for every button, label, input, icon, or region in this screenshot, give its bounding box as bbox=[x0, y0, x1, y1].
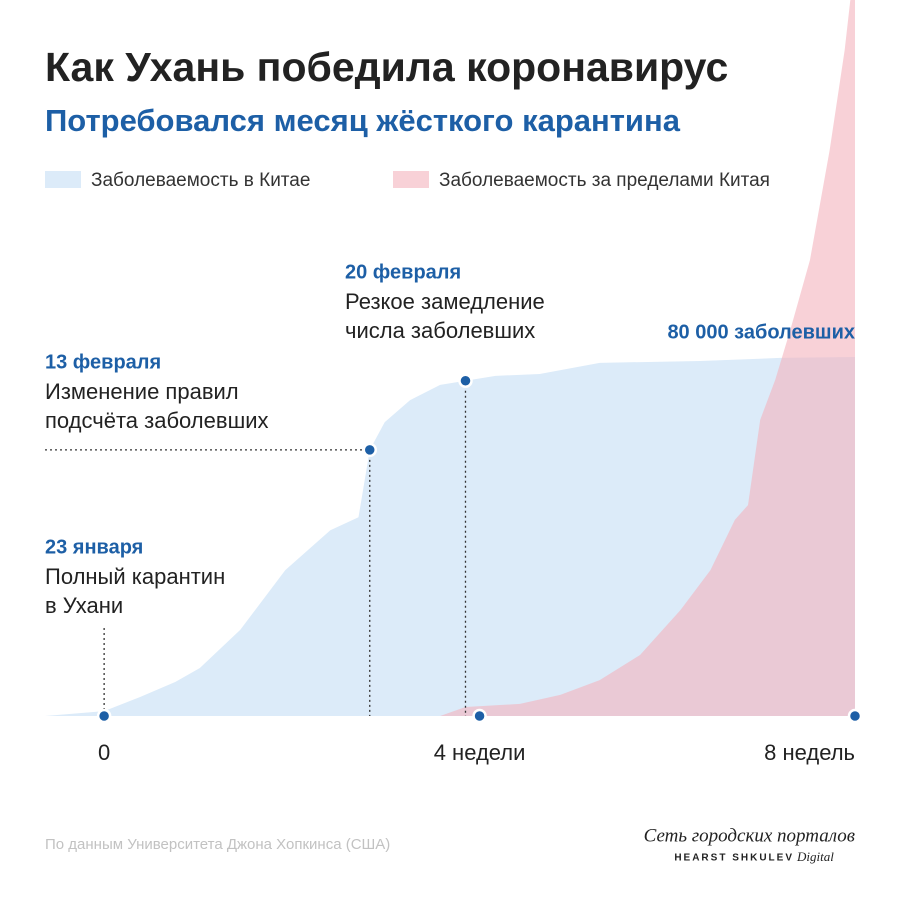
x-tick-label: 4 недели bbox=[434, 740, 526, 765]
legend-label: Заболеваемость в Китае bbox=[91, 170, 310, 191]
tick-dot bbox=[472, 708, 487, 724]
brand-suffix: Digital bbox=[796, 849, 834, 864]
annotation-point bbox=[362, 442, 378, 458]
x-tick-label: 0 bbox=[98, 740, 110, 765]
legend-label: Заболеваемость за пределами Китая bbox=[439, 170, 770, 191]
brand-company: HEARST SHKULEV bbox=[674, 853, 794, 864]
legend-swatch bbox=[393, 171, 429, 188]
annotation-date: 23 января bbox=[45, 536, 143, 558]
chart-title: Как Ухань победила коронавирус bbox=[45, 44, 728, 90]
annotation-text: Резкое замедление bbox=[345, 289, 545, 314]
annotation-date: 20 февраля bbox=[345, 261, 461, 283]
area bbox=[440, 0, 855, 716]
annotation-text: подсчёта заболевших bbox=[45, 408, 269, 433]
brand-name: Сеть городских порталов bbox=[644, 825, 855, 846]
annotation-point bbox=[458, 373, 473, 389]
x-tick-label: 8 недель bbox=[764, 740, 855, 765]
tick-dot bbox=[847, 708, 863, 724]
tick-dot bbox=[96, 708, 112, 724]
annotation-text: в Ухани bbox=[45, 593, 123, 618]
chart-subtitle: Потребовался месяц жёсткого карантина bbox=[45, 103, 681, 138]
annotation-text: числа заболевших bbox=[345, 318, 535, 343]
annotation-text: Изменение правил bbox=[45, 379, 239, 404]
source: По данным Университета Джона Хопкинса (С… bbox=[45, 836, 390, 853]
legend-swatch bbox=[45, 171, 81, 188]
area bbox=[45, 357, 855, 716]
annotation-text: Полный карантин bbox=[45, 564, 225, 589]
annotation-date: 13 февраля bbox=[45, 351, 161, 373]
peak-label: 80 000 заболевших bbox=[667, 321, 855, 343]
